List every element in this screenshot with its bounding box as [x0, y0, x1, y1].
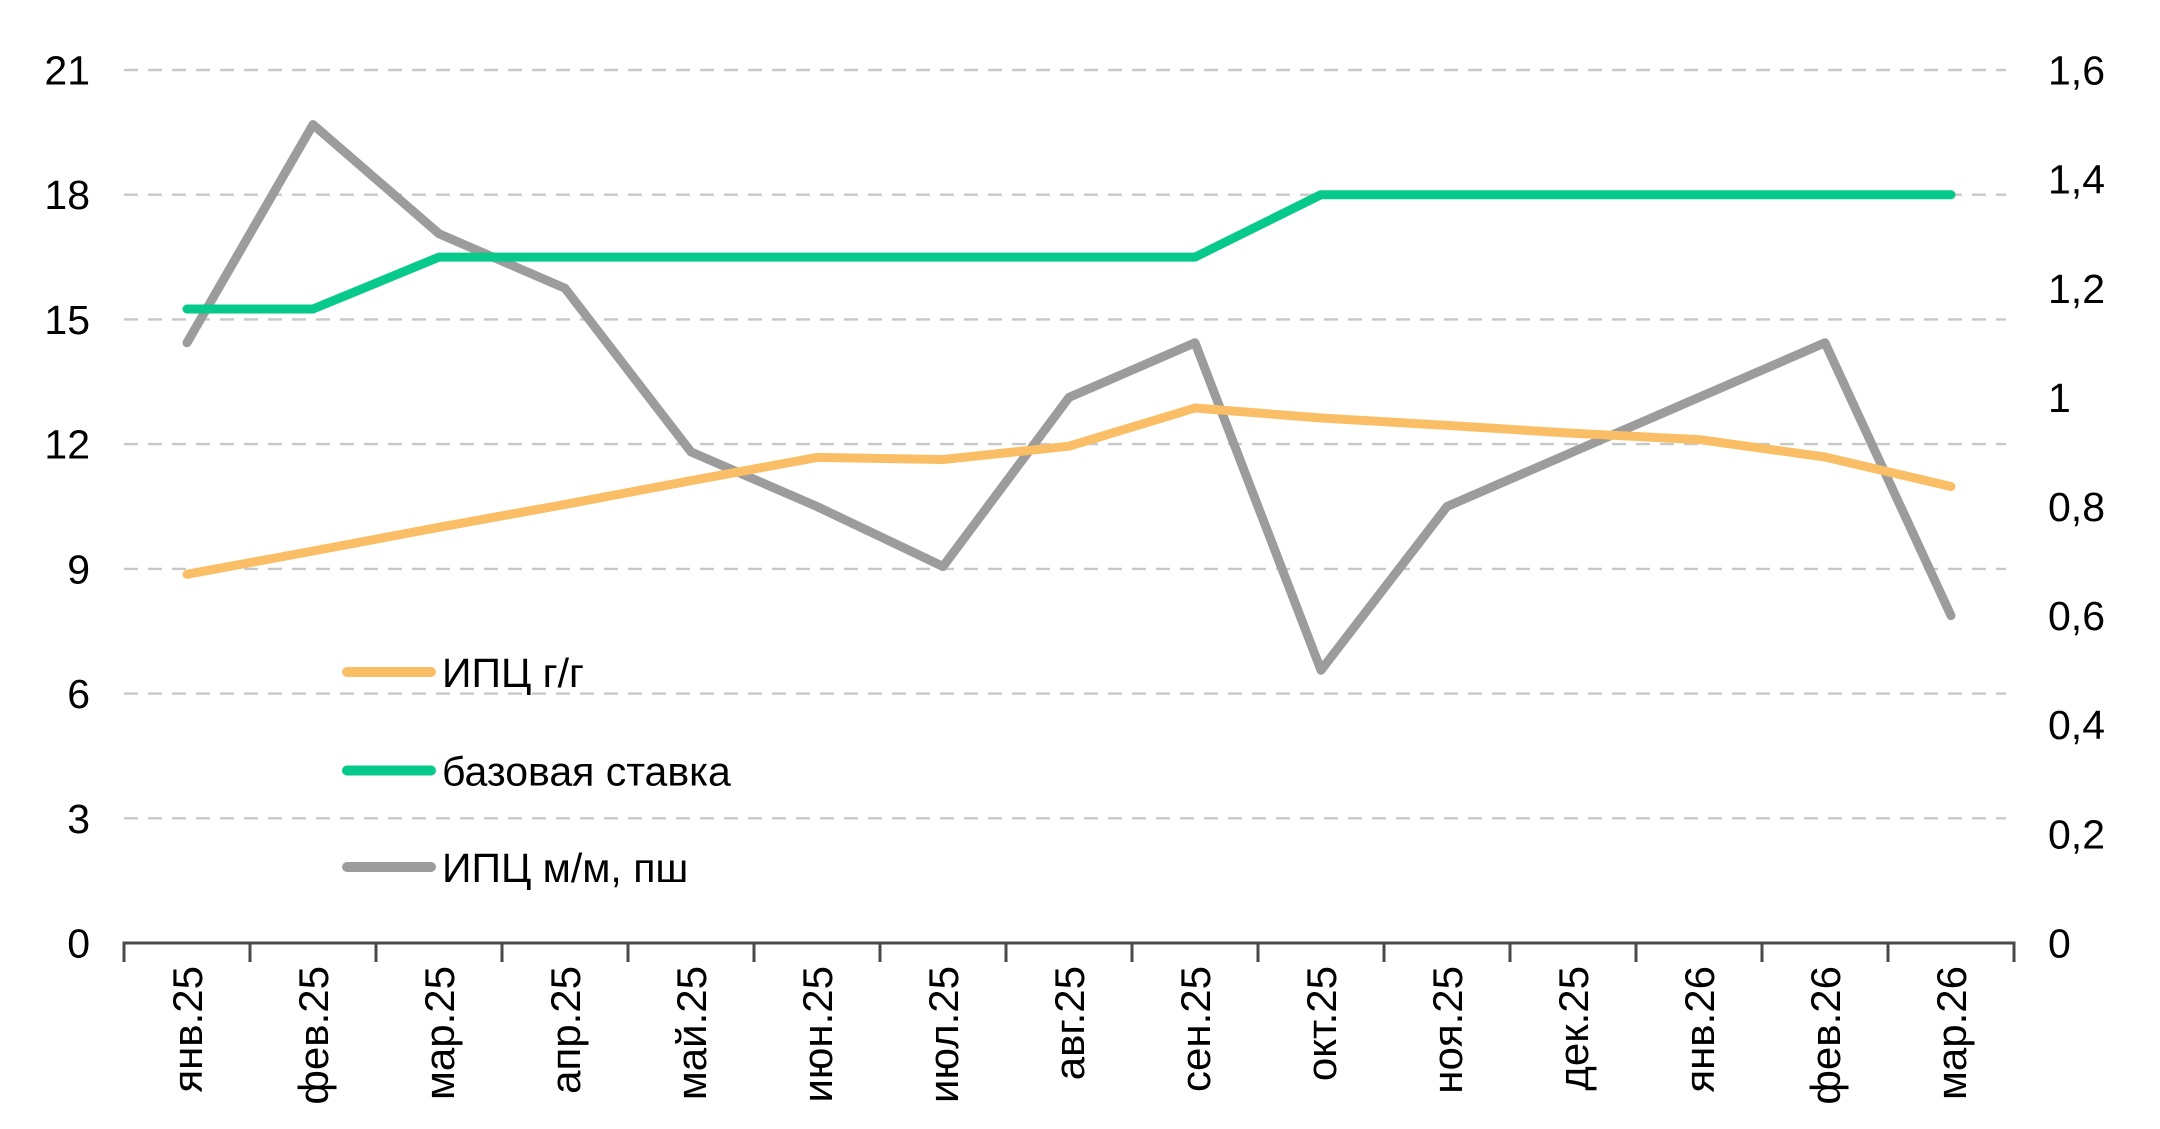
svg-text:0: 0 — [67, 921, 90, 967]
svg-text:базовая ставка: базовая ставка — [442, 749, 731, 795]
svg-text:янв.26: янв.26 — [1676, 966, 1723, 1093]
svg-text:0,8: 0,8 — [2048, 484, 2105, 530]
svg-text:фев.26: фев.26 — [1802, 966, 1849, 1105]
svg-text:1,4: 1,4 — [2048, 157, 2105, 203]
svg-text:0: 0 — [2048, 921, 2071, 967]
svg-text:апр.25: апр.25 — [542, 966, 589, 1094]
svg-text:0,4: 0,4 — [2048, 702, 2105, 748]
svg-text:6: 6 — [67, 671, 90, 717]
svg-text:фев.25: фев.25 — [290, 966, 337, 1105]
svg-text:15: 15 — [44, 297, 90, 343]
svg-text:июн.25: июн.25 — [794, 966, 841, 1103]
svg-text:авг.25: авг.25 — [1046, 966, 1093, 1080]
svg-text:сен.25: сен.25 — [1172, 966, 1219, 1092]
svg-text:ИПЦ м/м, пш: ИПЦ м/м, пш — [442, 845, 688, 891]
svg-text:12: 12 — [44, 422, 90, 468]
svg-text:0,6: 0,6 — [2048, 593, 2105, 639]
svg-text:июл.25: июл.25 — [920, 966, 967, 1103]
svg-text:0,2: 0,2 — [2048, 811, 2105, 857]
svg-text:3: 3 — [67, 796, 90, 842]
svg-text:ИПЦ г/г: ИПЦ г/г — [442, 650, 584, 696]
svg-text:окт.25: окт.25 — [1298, 966, 1345, 1081]
svg-text:1: 1 — [2048, 375, 2071, 421]
svg-text:1,6: 1,6 — [2048, 48, 2105, 94]
svg-text:мар.25: мар.25 — [416, 966, 463, 1100]
svg-text:май.25: май.25 — [668, 966, 715, 1100]
svg-text:9: 9 — [67, 546, 90, 592]
svg-text:ноя.25: ноя.25 — [1424, 966, 1471, 1094]
svg-text:янв.25: янв.25 — [164, 966, 211, 1093]
svg-text:21: 21 — [44, 48, 90, 94]
svg-text:1,2: 1,2 — [2048, 266, 2105, 312]
svg-text:дек.25: дек.25 — [1550, 966, 1597, 1091]
svg-text:мар.26: мар.26 — [1928, 966, 1975, 1100]
svg-text:18: 18 — [44, 172, 90, 218]
